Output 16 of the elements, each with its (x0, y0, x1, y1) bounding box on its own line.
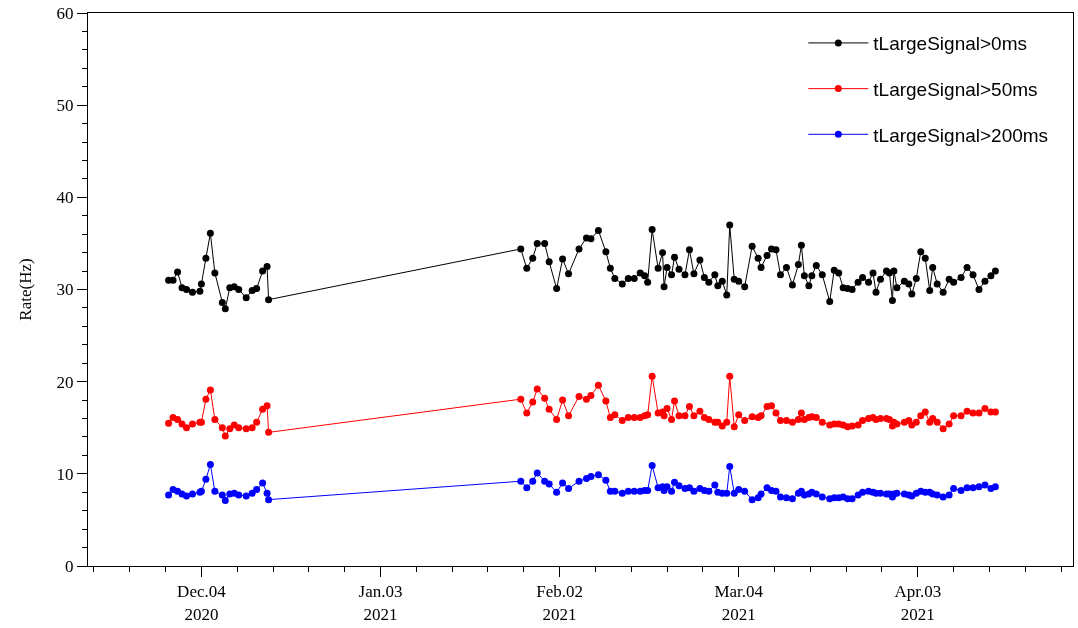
y-tick-label: 40 (56, 188, 74, 208)
legend-label: tLargeSignal>0ms (873, 33, 1027, 55)
y-tick-label: 10 (56, 464, 74, 484)
x-tick-label: Feb.02 2021 (536, 582, 583, 624)
y-tick-label: 60 (56, 3, 74, 23)
legend-label: tLargeSignal>200ms (873, 124, 1049, 146)
legend-label: tLargeSignal>50ms (873, 79, 1038, 101)
x-tick-label: Mar.04 2021 (714, 582, 764, 624)
y-tick-label: 30 (56, 280, 74, 300)
x-tick-label: Apr.03 2021 (894, 582, 942, 624)
y-axis-title: Rate(Hz) (16, 258, 36, 321)
y-tick-label: 50 (56, 96, 74, 116)
y-tick-label: 20 (56, 372, 74, 392)
y-tick-label: 0 (65, 556, 74, 576)
x-tick-label: Dec.04 2020 (177, 582, 227, 624)
x-tick-label: Jan.03 2021 (358, 582, 403, 624)
